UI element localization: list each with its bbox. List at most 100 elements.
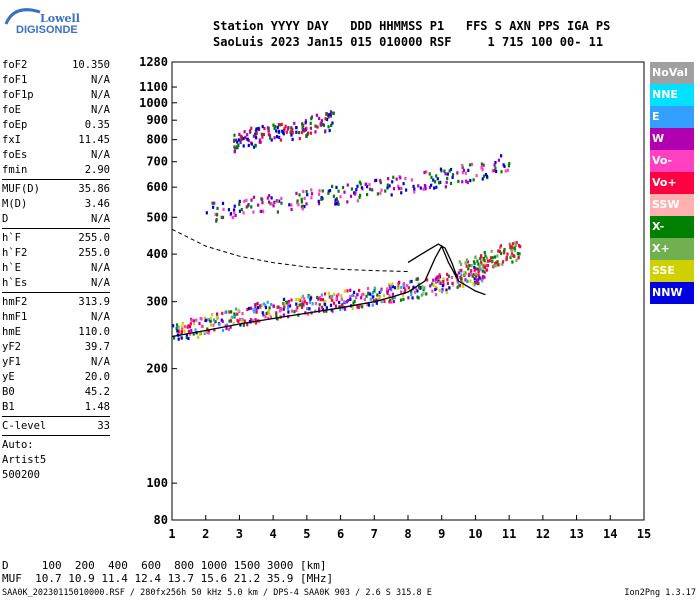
echo-dot [358, 195, 361, 199]
echo-dot [239, 323, 242, 327]
header-values: SaoLuis 2023 Jan15 015 010000 RSF 1 715 … [213, 35, 604, 49]
echo-dot [181, 325, 184, 329]
echo-dot [443, 169, 446, 173]
echo-dot [276, 305, 279, 309]
echo-dot [458, 268, 461, 273]
echo-dot [472, 272, 475, 277]
param-row: yE 20.0 [2, 370, 110, 385]
echo-dot [368, 187, 372, 191]
echo-dot [466, 260, 470, 264]
echo-dot [481, 263, 484, 267]
echo-dot [278, 199, 281, 203]
echo-dot [246, 137, 249, 141]
echo-dot [287, 126, 290, 130]
echo-dot [177, 329, 180, 334]
echo-dot [464, 278, 467, 282]
echo-dot [287, 302, 290, 306]
echo-dot [260, 303, 263, 307]
echo-dot [249, 318, 252, 322]
echo-dot [508, 242, 511, 246]
echo-dot [324, 117, 327, 121]
legend-item: NNW [650, 282, 694, 304]
echo-dot [268, 194, 271, 198]
echo-dot [234, 213, 237, 218]
echo-dot [390, 300, 393, 304]
echo-dot [207, 331, 210, 335]
param-value: N/A [91, 277, 110, 289]
param-separator [2, 228, 110, 229]
echo-dot [280, 201, 283, 205]
echo-dot [229, 317, 233, 321]
echo-dot [320, 197, 323, 201]
echo-dot [379, 191, 382, 195]
echo-dot [295, 297, 298, 302]
echo-dot [204, 330, 207, 334]
echo-dot [272, 204, 275, 208]
echo-dot [367, 292, 370, 296]
echo-dot [439, 180, 442, 184]
echo-dot [429, 284, 432, 288]
echo-dot [222, 207, 225, 212]
echo-dot [442, 277, 445, 281]
echo-dot [257, 306, 260, 310]
echo-dot [211, 201, 214, 205]
echo-dot [399, 176, 402, 180]
echo-dot [494, 160, 497, 165]
echo-dot [254, 132, 257, 136]
param-value: N/A [91, 149, 110, 161]
param-value: 110.0 [78, 326, 110, 338]
echo-dot [227, 208, 231, 212]
echo-dot [434, 292, 438, 297]
echo-dot [442, 279, 445, 284]
param-row: h`F2 255.0 [2, 246, 110, 261]
param-key: h`E [2, 262, 21, 274]
echo-dot [326, 113, 330, 117]
echo-dot [185, 335, 188, 340]
param-key: h`Es [2, 277, 28, 289]
echo-dot [328, 188, 332, 193]
echo-dot [269, 315, 273, 319]
echo-dot [233, 204, 236, 208]
echo-dot [490, 256, 493, 260]
echo-dot [437, 181, 441, 185]
echo-dot [283, 127, 286, 131]
echo-dot [472, 282, 475, 286]
echo-dot [400, 191, 403, 195]
echo-dot [421, 284, 424, 289]
echo-dot [373, 286, 376, 290]
echo-dot [232, 208, 236, 212]
echo-dot [298, 193, 301, 197]
echo-dot [290, 207, 293, 212]
echo-dot [384, 189, 387, 193]
echo-dot [285, 300, 289, 304]
echo-dot [343, 307, 347, 311]
param-separator [2, 416, 110, 417]
echo-dot [269, 136, 272, 140]
echo-dot [423, 184, 427, 188]
echo-dot [281, 129, 284, 133]
param-key: foF1p [2, 89, 34, 101]
echo-dot [252, 134, 256, 138]
echo-dot [275, 311, 278, 315]
echo-dot [474, 255, 477, 259]
echo-dot [250, 198, 253, 202]
echo-dot [180, 329, 183, 333]
param-value: 11.45 [78, 134, 110, 146]
echo-dot [300, 302, 303, 306]
echo-dot [506, 168, 509, 172]
logo-text-digisonde: DIGISONDE [16, 24, 78, 36]
echo-dot [301, 204, 305, 208]
echo-dot [354, 190, 357, 194]
echo-dot [275, 129, 278, 133]
param-row: h`Es N/A [2, 276, 110, 291]
echo-dot [215, 312, 219, 316]
param-key: M(D) [2, 198, 28, 210]
param-separator [2, 179, 110, 180]
echo-dot [240, 207, 243, 212]
echo-dot [481, 279, 484, 283]
echo-dot [304, 119, 308, 123]
echo-dot [422, 187, 425, 191]
x-tick-label: 11 [502, 527, 516, 541]
echo-dot [411, 296, 414, 300]
echo-dot [323, 292, 327, 296]
